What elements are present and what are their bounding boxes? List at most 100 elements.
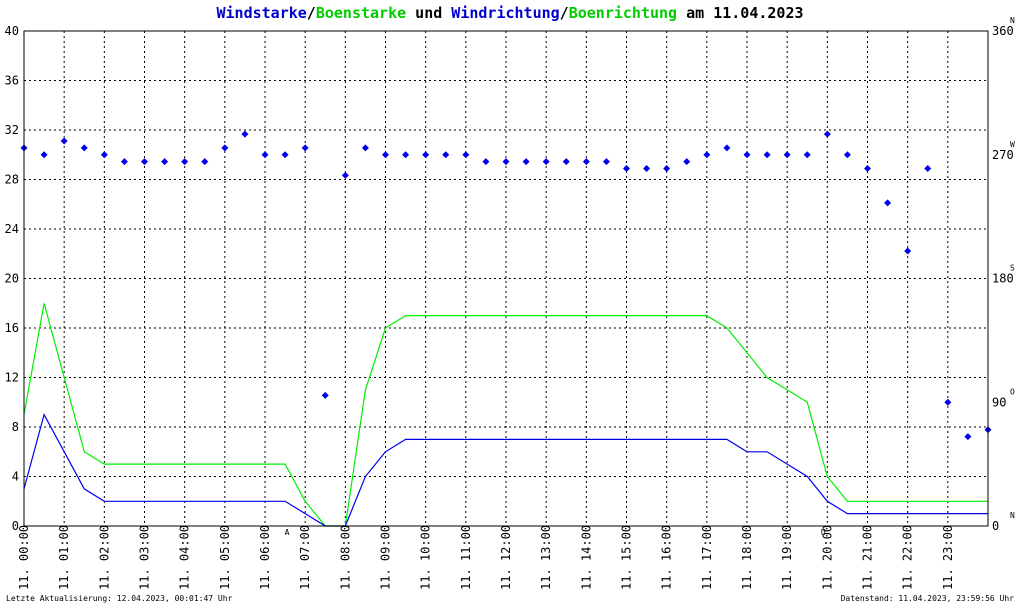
x-tick-label: 11. 14:00 — [579, 525, 593, 590]
direction-point — [924, 165, 932, 172]
direction-point — [522, 158, 530, 166]
x-tick-label: 11. 17:00 — [700, 525, 714, 590]
grid — [24, 31, 988, 526]
direction-point — [823, 130, 831, 138]
direction-point — [60, 137, 68, 145]
x-tick-label: 11. 00:00 — [17, 525, 31, 590]
direction-label: O — [1010, 387, 1015, 396]
title-part-5: / — [560, 4, 569, 22]
y-axis-left: 0 4 8 12 16 20 24 28 32 36 40 — [5, 24, 19, 533]
direction-point — [904, 247, 912, 255]
direction-point — [683, 158, 691, 166]
direction-point — [201, 158, 209, 166]
direction-point — [402, 151, 410, 159]
direction-point — [582, 158, 590, 166]
direction-point — [843, 151, 851, 159]
direction-point — [161, 158, 169, 166]
y-tick-label: 20 — [5, 272, 19, 286]
direction-point — [382, 151, 389, 159]
x-axis: 11. 00:00 11. 01:00 11. 02:00 11. 03:00 11. … — [17, 525, 955, 590]
direction-point — [884, 199, 892, 207]
x-tick-label: 11. 07:00 — [298, 525, 312, 590]
direction-point — [944, 398, 952, 406]
direction-point — [281, 151, 289, 159]
direction-point — [663, 165, 671, 172]
direction-label: S — [1010, 264, 1015, 273]
y-right-tick-label: 0 — [992, 519, 999, 533]
footer-last-update: Letzte Aktualisierung: 12.04.2023, 00:01… — [6, 594, 233, 603]
y-tick-label: 12 — [5, 371, 19, 385]
y-right-tick-label: 180 — [992, 272, 1014, 286]
direction-point — [482, 158, 490, 166]
direction-point — [964, 433, 972, 441]
x-tick-label: 11. 09:00 — [379, 525, 393, 590]
x-tick-label: 11. 13:00 — [539, 525, 553, 590]
direction-point — [181, 158, 189, 166]
direction-point — [301, 144, 309, 152]
direction-point — [803, 151, 811, 159]
x-tick-label: 11. 03:00 — [138, 525, 152, 590]
direction-point — [261, 151, 269, 159]
x-tick-label: 11. 10:00 — [419, 525, 433, 590]
direction-point — [120, 158, 128, 166]
gust-series — [23, 303, 988, 527]
x-tick-label: 11. 11:00 — [459, 525, 473, 590]
direction-point — [602, 158, 610, 166]
x-tick-label: 11. 23:00 — [941, 525, 955, 590]
x-tick-label: 11. 21:00 — [861, 525, 875, 590]
direction-point — [542, 158, 550, 166]
direction-point — [40, 151, 48, 159]
direction-point — [703, 151, 711, 159]
direction-point — [723, 144, 731, 152]
y-tick-label: 0 — [12, 519, 19, 533]
direction-point — [643, 165, 651, 172]
y-tick-label: 32 — [5, 123, 19, 137]
direction-point — [462, 151, 470, 159]
footer-data-status: Datenstand: 11.04.2023, 23:59:56 Uhr — [841, 594, 1015, 603]
x-tick-label: 11. 04:00 — [178, 525, 192, 590]
x-tick-label: 11. 06:00 — [258, 525, 272, 590]
direction-point — [442, 151, 450, 159]
y-tick-label: 36 — [5, 74, 19, 88]
direction-point — [80, 144, 88, 152]
y-tick-label: 8 — [12, 420, 19, 434]
title-part-6: Boenrichtung — [569, 4, 677, 22]
x-tick-label: 11. 19:00 — [780, 525, 794, 590]
title-part-0: Windstarke — [216, 4, 306, 22]
y-tick-label: 16 — [5, 321, 19, 335]
title-part-7: am 11.04.2023 — [677, 4, 803, 22]
y-tick-label: 4 — [12, 470, 19, 484]
y-tick-label: 28 — [5, 173, 19, 187]
direction-label: W — [1010, 140, 1015, 149]
plot-frame — [23, 30, 989, 527]
direction-label: N — [1010, 16, 1015, 25]
direction-point — [502, 158, 510, 166]
y-right-tick-label: 360 — [992, 24, 1014, 38]
direction-point — [361, 144, 369, 152]
marker-A: A — [285, 528, 290, 537]
direction-point — [562, 158, 570, 166]
direction-point — [763, 151, 771, 159]
x-tick-label: 11. 20:00 — [820, 525, 834, 590]
direction-point — [221, 144, 229, 152]
direction-point — [341, 171, 349, 179]
y-tick-label: 24 — [5, 222, 19, 236]
wind-series — [23, 412, 988, 527]
x-tick-label: 11. 05:00 — [218, 525, 232, 590]
x-tick-label: 11. 16:00 — [660, 525, 674, 590]
y-right-tick-label: 90 — [992, 395, 1006, 409]
y-tick-label: 40 — [5, 24, 19, 38]
direction-point — [141, 158, 148, 166]
direction-label: N — [1010, 511, 1015, 520]
x-tick-label: 11. 12:00 — [499, 525, 513, 590]
x-tick-label: 11. 02:00 — [97, 525, 111, 590]
direction-point — [783, 151, 791, 159]
x-tick-label: 11. 15:00 — [620, 525, 634, 590]
direction-point — [864, 165, 871, 172]
title-part-1: / — [307, 4, 316, 22]
direction-points — [20, 130, 992, 441]
direction-point — [743, 151, 751, 159]
